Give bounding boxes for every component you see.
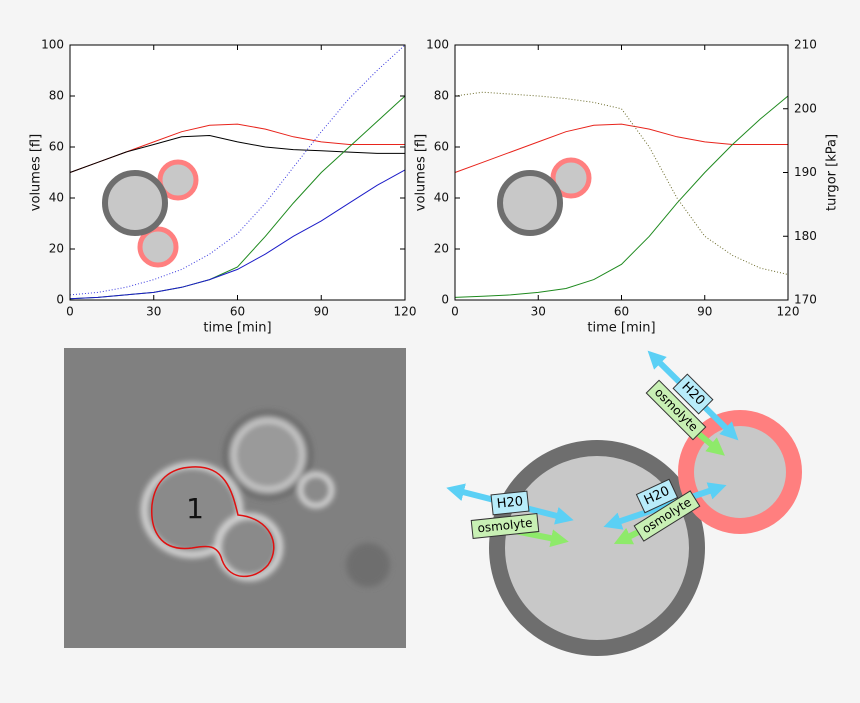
x-tick-label: 60 [614, 305, 629, 319]
y2-tick-label: 170 [794, 293, 817, 307]
y-tick-label: 100 [426, 38, 449, 52]
y-tick-label: 0 [441, 293, 449, 307]
y-tick-label: 40 [49, 191, 64, 205]
x-tick-label: 0 [451, 305, 459, 319]
cell-icon [102, 159, 199, 268]
flux-label: H20 [490, 490, 530, 516]
y-tick-label: 80 [434, 89, 449, 103]
y-tick-label: 20 [49, 242, 64, 256]
water-label: H20 [496, 494, 524, 512]
y-tick-label: 80 [49, 89, 64, 103]
x-tick-label: 30 [531, 305, 546, 319]
y-axis-label: volumes [fl] [29, 134, 44, 211]
x-tick-label: 90 [697, 305, 712, 319]
plot-area [455, 45, 788, 300]
y-axis-label: volumes [fl] [414, 134, 429, 211]
y-tick-label: 60 [49, 140, 64, 154]
data-line [454, 95, 789, 298]
cell-icon [497, 157, 592, 236]
y2-tick-label: 190 [794, 165, 817, 179]
y-tick-label: 20 [434, 242, 449, 256]
solute-label: osmolyte [477, 516, 533, 536]
x-axis-label: time [min] [203, 321, 271, 336]
x-tick-label: 120 [394, 305, 417, 319]
x-tick-label: 0 [66, 305, 74, 319]
y2-tick-label: 200 [794, 101, 817, 115]
x-tick-label: 90 [314, 305, 329, 319]
y-tick-label: 100 [41, 38, 64, 52]
x-axis-label: time [min] [587, 321, 655, 336]
plot-area [70, 45, 405, 300]
data-line [69, 169, 406, 300]
x-tick-label: 60 [230, 305, 245, 319]
y2-axis-label: turgor [kPa] [825, 134, 840, 211]
x-tick-label: 120 [777, 305, 800, 319]
y2-tick-label: 180 [794, 229, 817, 243]
y2-tick-label: 210 [794, 38, 817, 52]
data-line [454, 91, 789, 275]
data-line [69, 134, 405, 173]
y-tick-label: 40 [434, 191, 449, 205]
micrograph: 1 [64, 348, 406, 648]
y-tick-label: 0 [56, 293, 64, 307]
x-tick-label: 30 [146, 305, 161, 319]
cell-label: 1 [186, 492, 204, 525]
y-tick-label: 60 [434, 140, 449, 154]
flux-label: osmolyte [470, 513, 540, 539]
